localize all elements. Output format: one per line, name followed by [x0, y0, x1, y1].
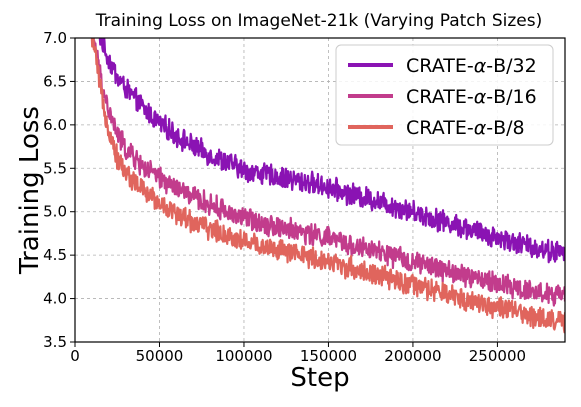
y-tick-label: 5.5 — [43, 159, 67, 177]
y-axis-ticks: 3.5 4.0 4.5 5.0 5.5 6.0 6.5 7.0 — [43, 29, 75, 351]
plot-frame — [74, 37, 566, 343]
y-tick-label: 6.5 — [43, 72, 67, 90]
legend: CRATE-α-B/32 CRATE-α-B/16 CRATE-α-B/8 — [335, 44, 554, 146]
y-tick-label: 5.0 — [43, 203, 67, 221]
legend-label: CRATE-α-B/32 — [406, 55, 537, 77]
series-line — [98, 38, 565, 264]
chart-title: Training Loss on ImageNet-21k (Varying P… — [95, 11, 542, 31]
y-tick-label: 4.5 — [43, 246, 67, 264]
x-tick-label: 200000 — [384, 347, 441, 365]
x-tick-label: 0 — [70, 347, 80, 365]
y-tick-label: 6.0 — [43, 116, 67, 134]
y-tick-label: 4.0 — [43, 290, 67, 308]
y-tick-label: 7.0 — [43, 29, 67, 47]
legend-label: CRATE-α-B/8 — [406, 117, 525, 139]
y-tick-label: 3.5 — [43, 333, 67, 351]
x-axis-ticks: 0 50000 100000 150000 200000 250000 — [70, 342, 526, 365]
x-tick-label: 50000 — [136, 347, 184, 365]
series-line — [90, 38, 565, 334]
x-tick-label: 100000 — [215, 347, 272, 365]
series-layer — [90, 38, 565, 334]
x-axis-label: Step — [290, 363, 349, 393]
x-tick-label: 250000 — [469, 347, 526, 365]
legend-label: CRATE-α-B/16 — [406, 86, 537, 108]
legend-items: CRATE-α-B/32 CRATE-α-B/16 CRATE-α-B/8 — [348, 55, 537, 139]
series-line — [92, 38, 565, 307]
legend-box — [335, 44, 554, 146]
y-axis-label: Training Loss — [15, 106, 45, 275]
x-tick-label: 150000 — [300, 347, 357, 365]
